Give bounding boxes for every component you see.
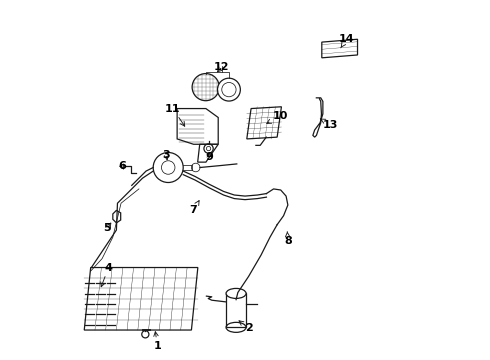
Text: 14: 14 [339, 34, 355, 48]
Text: 12: 12 [214, 63, 229, 72]
Text: 3: 3 [163, 150, 170, 160]
Text: 5: 5 [104, 223, 111, 233]
Ellipse shape [226, 288, 246, 298]
Text: 1: 1 [153, 332, 161, 351]
Text: 7: 7 [189, 201, 199, 215]
Text: 10: 10 [267, 111, 289, 123]
Text: 6: 6 [118, 161, 126, 171]
Circle shape [218, 78, 241, 101]
Text: 8: 8 [284, 231, 292, 246]
Text: 13: 13 [320, 119, 339, 130]
Text: 9: 9 [205, 152, 213, 162]
Text: 2: 2 [239, 321, 252, 333]
Text: 4: 4 [101, 262, 113, 287]
Text: 11: 11 [165, 104, 185, 126]
Bar [226, 293, 246, 327]
